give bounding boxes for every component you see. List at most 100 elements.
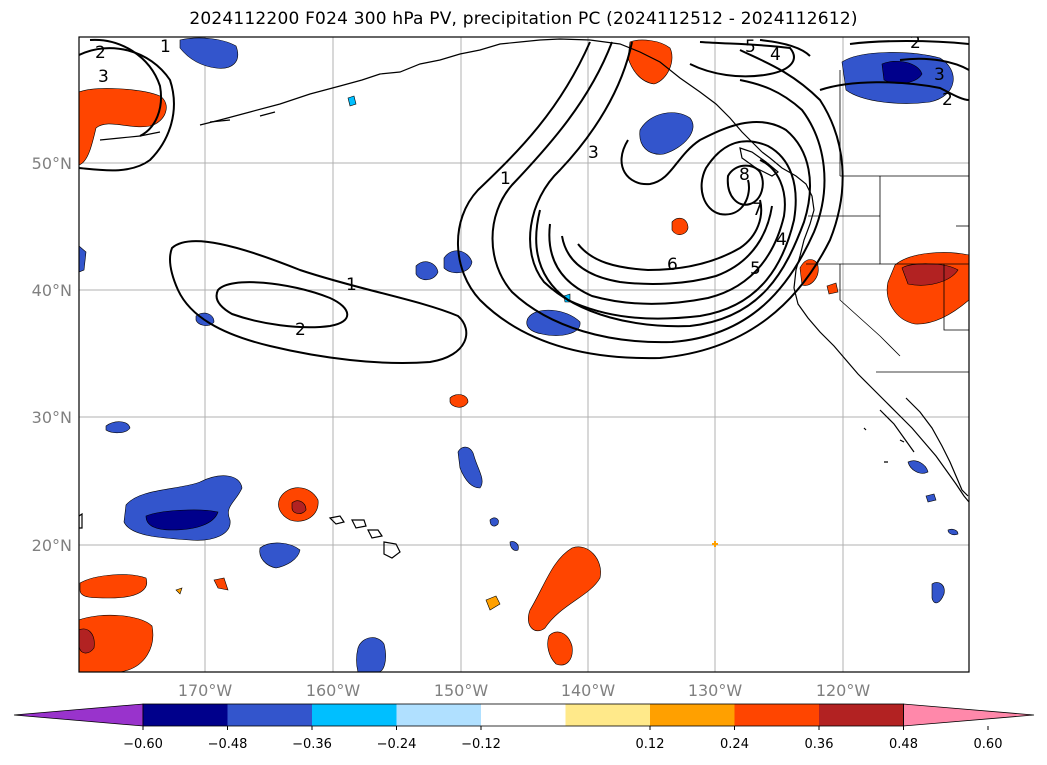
contour-label-2: 2: [910, 33, 921, 53]
contour-label-7: 7: [752, 200, 763, 220]
colorbar-segment: [143, 704, 228, 726]
precip-blob: [213, 577, 229, 591]
contour-label-2: 2: [295, 320, 306, 340]
lat-label: 30°N: [32, 408, 72, 427]
hawaii-1: [328, 515, 345, 525]
contour-label-1: 1: [346, 275, 357, 295]
lon-label: 140°W: [561, 681, 616, 700]
alaska-coast: [199, 38, 763, 153]
map-frame-border: [78, 36, 970, 673]
precip-blob: [259, 542, 301, 569]
contour-label-5: 5: [745, 37, 756, 57]
colorbar-segment: [565, 704, 651, 726]
precip-blob: [79, 614, 154, 672]
pv-contour-4-large: [535, 140, 797, 320]
lon-label: 120°W: [816, 681, 871, 700]
precip-blob: [145, 509, 219, 531]
colorbar-extend-low: [13, 703, 144, 727]
precip-blob: [79, 88, 167, 166]
pv-contour-nw-2: [89, 38, 162, 137]
contour-label-1: 1: [160, 37, 171, 57]
colorbar-ticks: −0.60 −0.48 −0.36 −0.24 −0.12 0.12 0.24 0.36 0.4…: [123, 726, 1002, 752]
precip-blob: [526, 309, 581, 336]
contour-label-6: 6: [667, 255, 678, 275]
contour-label-3: 3: [98, 67, 109, 87]
lon-label: 170°W: [178, 681, 233, 700]
pv-contour-6-large: [561, 205, 773, 285]
colorbar-tick-label: −0.60: [123, 737, 163, 752]
hawaii-2: [351, 519, 367, 529]
precip-positive-areas: [79, 39, 969, 672]
colorbar-segment: [396, 704, 482, 726]
precip-blob: [79, 628, 95, 654]
contour-label-3: 3: [588, 143, 599, 163]
lat-label: 40°N: [32, 281, 72, 300]
pv-contour-ne-4: [689, 41, 795, 78]
colorbar-outline: [142, 703, 904, 727]
pv-contour-5-large: [548, 159, 786, 305]
pv-contour-3-large: [529, 41, 811, 328]
map-title: 2024112200 F024 300 hPa PV, precipitatio…: [189, 9, 858, 29]
colorbar-tick-label: −0.48: [208, 737, 248, 752]
colorbar-tick-label: 0.12: [636, 737, 665, 752]
precip-blob: [489, 517, 499, 527]
contour-label-3: 3: [934, 65, 945, 85]
colorbar-segment: [481, 704, 566, 726]
contour-label-4: 4: [770, 45, 781, 65]
precip-blob: [826, 282, 839, 295]
colorbar-extend-high: [903, 703, 1035, 727]
precip-blob: [799, 259, 819, 286]
contour-label-2: 2: [95, 43, 106, 63]
vancouver-island: [739, 147, 780, 177]
pv-contour-ne-3: [899, 57, 969, 71]
pv-contour-ne-5: [759, 39, 811, 57]
location-marker: [712, 541, 718, 547]
precip-blob: [415, 261, 439, 281]
colorbar: [13, 703, 1035, 727]
pv-contour-1-large: [457, 41, 844, 360]
precip-blob: [356, 637, 386, 672]
gridlines: [79, 37, 969, 672]
pv-contour-2-large: [491, 41, 826, 344]
pv-contour-7-large: [577, 199, 763, 272]
colorbar-tick-label: −0.12: [461, 737, 501, 752]
colorbar-tick-label: 0.36: [805, 737, 834, 752]
precip-blob: [485, 595, 501, 611]
lon-label: 130°W: [688, 681, 743, 700]
contour-label-5: 5: [750, 259, 761, 279]
precip-blob: [175, 587, 183, 595]
precip-blob: [79, 245, 87, 273]
precip-blob: [671, 217, 689, 235]
west-island: [79, 512, 83, 529]
pv-contour-nw-1: [79, 47, 175, 172]
hawaii-big: [383, 541, 401, 559]
precip-blob: [457, 446, 483, 489]
precip-blob: [179, 37, 238, 69]
precip-blob: [449, 394, 469, 408]
pv-contour-labels: 2 3 1 1 3 1 2 6 5 4 7 8 5 4 2 3 2: [95, 33, 953, 340]
precip-blob: [79, 574, 148, 599]
colorbar-tick-label: 0.60: [974, 737, 1003, 752]
precip-blob: [639, 112, 694, 155]
colorbar-tick-label: −0.36: [292, 737, 332, 752]
aleutian-islands: [99, 111, 276, 141]
colorbar-segment: [227, 704, 313, 726]
longitude-labels: 170°W 160°W 150°W 140°W 130°W 120°W: [178, 681, 871, 700]
lon-label: 150°W: [434, 681, 489, 700]
pv-contour-8-center: [726, 164, 764, 206]
hawaii-3: [367, 529, 383, 539]
colorbar-tick-label: 0.24: [720, 737, 749, 752]
precip-blob: [907, 460, 929, 474]
latitude-labels: 50°N 40°N 30°N 20°N: [32, 154, 72, 555]
lat-label: 20°N: [32, 536, 72, 555]
pv-contour-2-west: [215, 281, 349, 329]
pv-contour-ne-2: [819, 40, 969, 101]
colorbar-segment: [734, 704, 820, 726]
colorbar-segment: [312, 704, 397, 726]
contour-label-1: 1: [500, 169, 511, 189]
precip-blob: [947, 528, 959, 536]
colorbar-segment: [650, 704, 735, 726]
contour-label-2: 2: [942, 90, 953, 110]
precip-blob: [931, 582, 945, 604]
